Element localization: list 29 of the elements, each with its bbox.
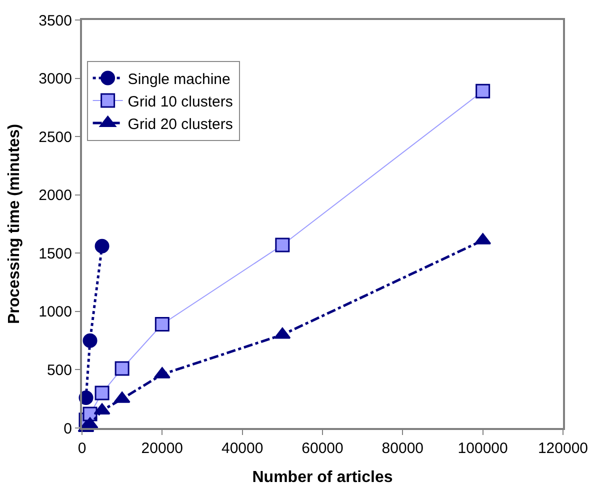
legend-label: Grid 10 clusters xyxy=(128,93,233,110)
legend-label: Grid 20 clusters xyxy=(128,116,233,133)
y-axis-title: Processing time (minutes) xyxy=(6,124,24,324)
point xyxy=(94,238,110,254)
x-tick-label: 40000 xyxy=(221,440,264,457)
point xyxy=(274,327,291,339)
y-tick-label: 3500 xyxy=(38,12,72,30)
point xyxy=(94,386,110,400)
x-tick-label: 100000 xyxy=(458,440,508,457)
y-tick-label: 3000 xyxy=(38,70,72,88)
y-tick-label: 1000 xyxy=(38,304,72,321)
point xyxy=(114,361,130,376)
point xyxy=(476,84,490,98)
point xyxy=(154,317,170,332)
point xyxy=(82,333,98,348)
y-tick-label: 1500 xyxy=(38,245,72,262)
x-tick-label: 60000 xyxy=(302,440,344,457)
x-axis-title: Number of articles xyxy=(252,469,393,486)
y-tick-label: 2500 xyxy=(38,128,72,146)
point xyxy=(94,403,110,415)
y-tick-label: 0 xyxy=(64,420,72,438)
x-tick-label: 120000 xyxy=(538,440,588,457)
x-tick-label: 0 xyxy=(78,440,86,457)
y-tick-label: 2000 xyxy=(38,187,72,204)
x-tick-label: 80000 xyxy=(382,440,424,457)
x-tick-label: 20000 xyxy=(141,440,184,457)
y-tick-label: 500 xyxy=(46,362,72,379)
point xyxy=(275,238,290,252)
legend-label: Single machine xyxy=(128,70,230,88)
